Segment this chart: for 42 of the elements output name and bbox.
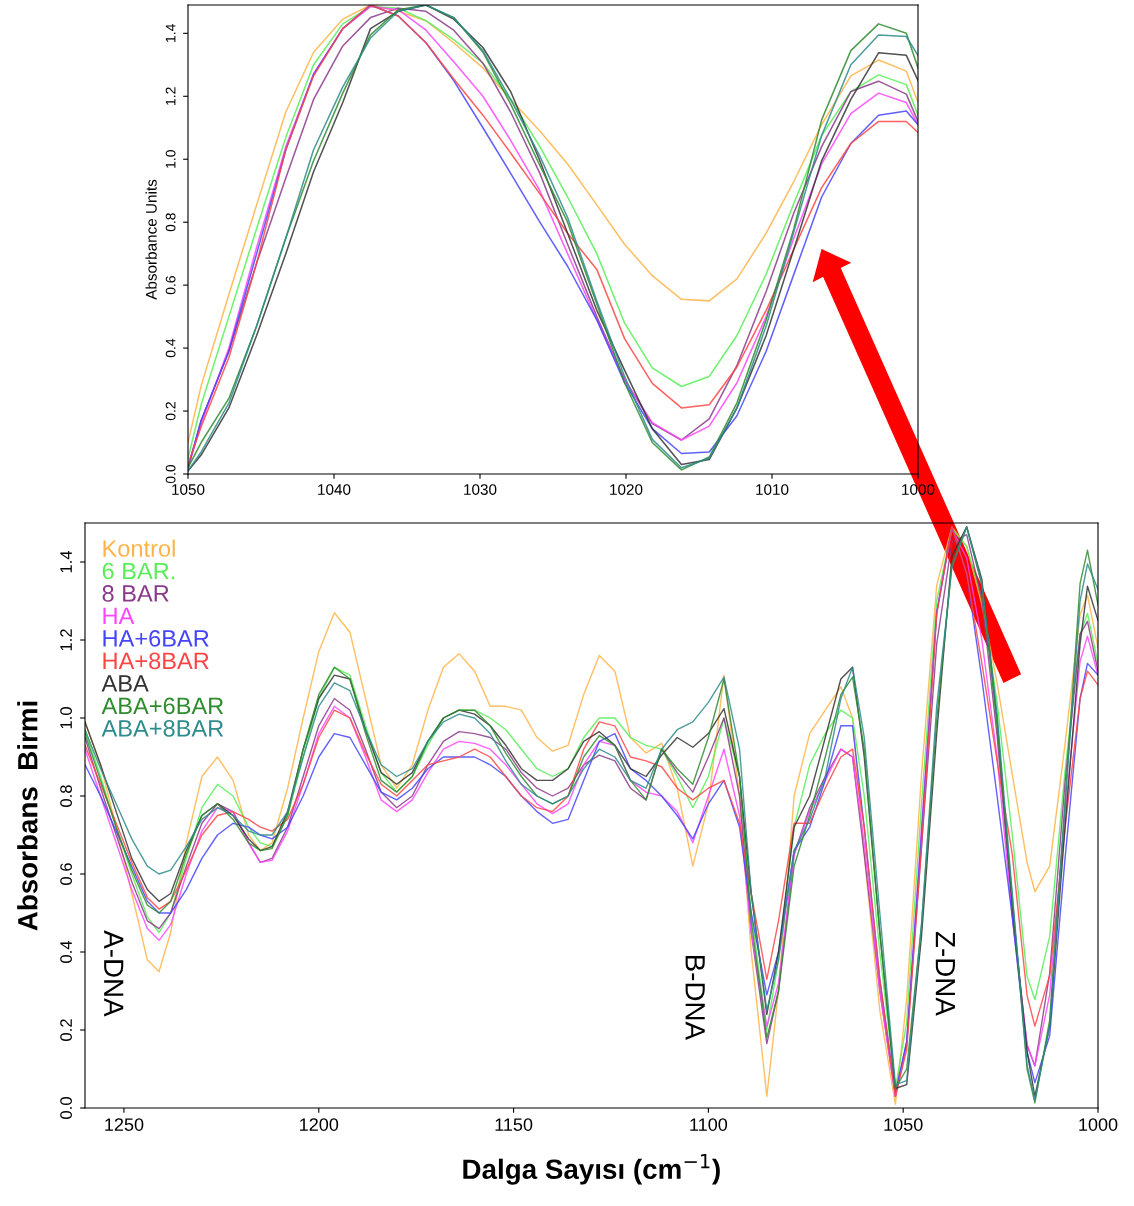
y-tick-label: 0.2 — [60, 1019, 72, 1041]
x-tick-label: 1150 — [495, 1118, 533, 1131]
annotation: A-DNA — [104, 930, 124, 1017]
x-tick-label: 1040 — [318, 484, 351, 495]
y-tick-label: 0.0 — [60, 1097, 72, 1119]
text: HA+6BAR — [103, 630, 209, 647]
series-label: ABA — [101, 675, 149, 692]
y-tick-label: 1.2 — [60, 629, 72, 651]
text: HA+8BAR — [103, 652, 209, 670]
y-tick-label: 0.8 — [60, 785, 72, 807]
x-tick-label: 1010 — [756, 484, 789, 495]
x-tick-label: 1050 — [884, 1118, 923, 1131]
annotation: Z-DNA — [935, 931, 955, 1016]
y-tick-label: 0.4 — [165, 338, 176, 358]
series-label: ABA+8BAR — [101, 720, 224, 737]
y-tick-label: 0.2 — [165, 402, 176, 421]
x-tick-label: 1250 — [105, 1118, 144, 1131]
x-tick-label: 1100 — [690, 1118, 728, 1131]
y-tick-label: 1.4 — [60, 550, 72, 573]
y-tick-label: 1.0 — [60, 707, 72, 729]
y-tick-label: 1.4 — [165, 24, 176, 42]
y-tick-label: 0.6 — [165, 276, 176, 295]
y-axis-title: Absorbance Units — [145, 179, 157, 300]
text: HA — [103, 607, 135, 625]
x-tick-label: 1000 — [1079, 1118, 1118, 1131]
y-tick-label: 1.0 — [165, 150, 176, 168]
annotation: B-DNA — [685, 955, 705, 1041]
x-tick-label: 1050 — [172, 484, 205, 495]
x-axis-title: Dalga Sayısı (cm$^{−1}$) — [463, 1154, 720, 1185]
text: Kontrol — [103, 539, 175, 557]
y-tick-label: 0.6 — [60, 863, 72, 885]
y-axis-title: Absorbans Birmi — [17, 701, 38, 931]
text: 6 BAR. — [102, 562, 175, 580]
y-tick-label: 1.2 — [165, 87, 176, 105]
series-label: ABA+6BAR — [101, 697, 224, 715]
text: 8 BAR — [102, 585, 169, 602]
x-tick-label: 1030 — [464, 484, 497, 495]
y-tick-label: 0.8 — [165, 213, 176, 232]
y-tick-label: 0.0 — [165, 464, 176, 484]
y-tick-label: 0.4 — [60, 940, 72, 963]
x-tick-label: 1020 — [610, 484, 643, 495]
x-tick-label: 1200 — [300, 1118, 339, 1131]
